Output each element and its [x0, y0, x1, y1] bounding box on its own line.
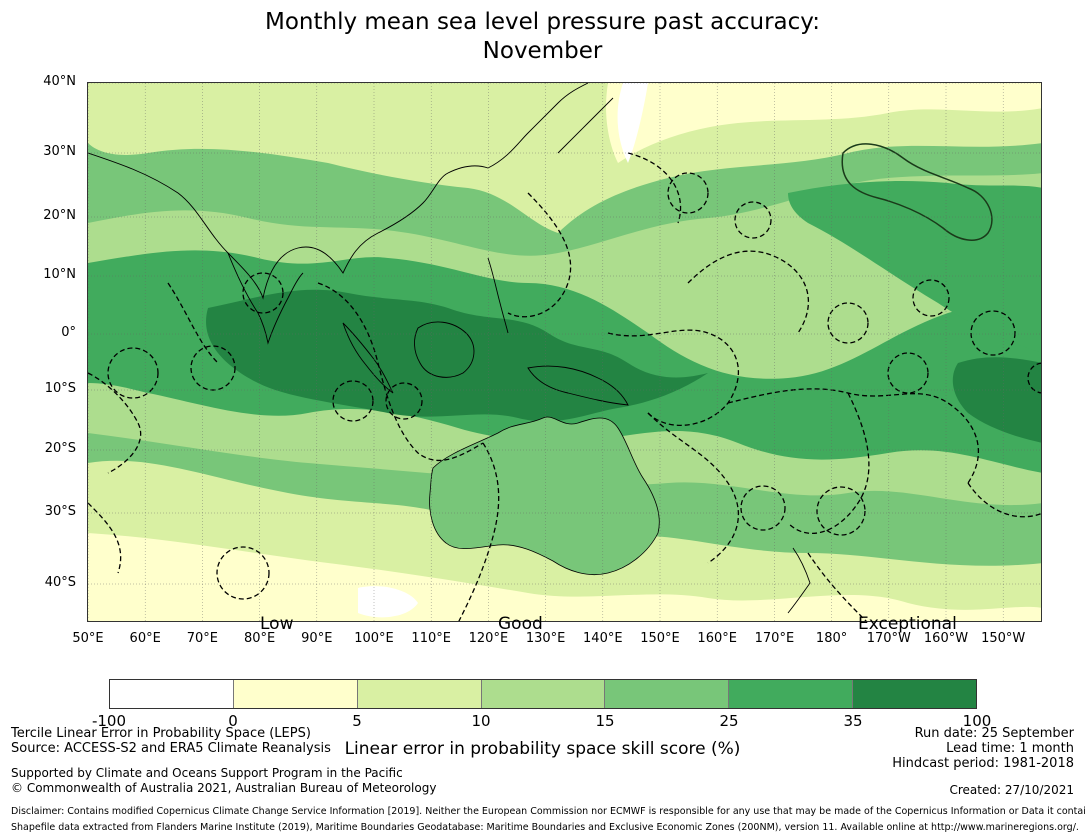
band-label-low: Low	[260, 614, 294, 634]
longitude-label: 100°E	[354, 631, 394, 646]
footer-created: Created: 27/10/2021	[949, 783, 1074, 797]
india-coastline	[227, 252, 304, 345]
hawaii-eez-outline	[841, 143, 993, 241]
skill-region-very-low-north	[606, 83, 1041, 163]
colorbar-segment	[110, 680, 233, 708]
latitude-label: 30°S	[44, 504, 76, 519]
latitude-label: 0°	[61, 325, 76, 340]
latitude-label: 10°S	[44, 381, 76, 396]
footer-support: Supported by Climate and Oceans Support …	[11, 766, 403, 780]
latitude-label: 40°S	[44, 575, 76, 590]
philippines-islands	[487, 257, 509, 334]
longitude-label: 120°E	[468, 631, 509, 646]
footer-disclaimer: Disclaimer: Contains modified Copernicus…	[11, 806, 1085, 817]
footer-shapefile: Shapefile data extracted from Flanders M…	[11, 822, 1079, 833]
colorbar-segment	[604, 680, 729, 708]
longitude-label: 160°W	[923, 631, 969, 646]
longitude-label: 150°E	[640, 631, 680, 646]
longitude-label: 130°E	[525, 631, 566, 646]
japan-islands	[557, 97, 614, 154]
colorbar-segment	[480, 680, 605, 708]
latitude-label: 20°N	[43, 208, 76, 223]
colorbar-segment	[356, 680, 481, 708]
longitude-label: 110°E	[411, 631, 451, 646]
colorbar-tick-label: 0	[228, 712, 238, 730]
longitude-label: 170°E	[754, 631, 795, 646]
footer-method: Tercile Linear Error in Probability Spac…	[11, 726, 311, 741]
band-label-good: Good	[498, 614, 543, 634]
skill-region-no-skill-ne	[617, 83, 648, 163]
new-guinea-island	[527, 365, 629, 406]
colorbar-tick-label: -100	[91, 712, 127, 730]
title-line-1: Monthly mean sea level pressure past acc…	[265, 9, 820, 35]
longitude-label: 70°E	[186, 631, 219, 646]
map-graticule	[88, 83, 1041, 621]
new-zealand-islands	[787, 547, 811, 614]
colorbar-tick-label: 25	[719, 712, 739, 730]
asia-coastline	[88, 83, 589, 300]
colorbar-tick-label: 15	[595, 712, 615, 730]
footer-run-date: Run date: 25 September	[914, 726, 1074, 741]
colorbar-segment	[232, 680, 357, 708]
skill-region-exceptional-east	[952, 357, 1041, 443]
latitude-label: 40°N	[43, 74, 76, 89]
footer-lead-time: Lead time: 1 month	[946, 741, 1074, 756]
latitude-label: 20°S	[44, 441, 76, 456]
page-title: Monthly mean sea level pressure past acc…	[0, 8, 1085, 66]
longitude-label: 60°E	[129, 631, 161, 646]
footer-hindcast: Hindcast period: 1981-2018	[892, 756, 1074, 771]
skill-region-exceptional-ne	[788, 181, 1041, 353]
skill-map-canvas	[88, 83, 1041, 621]
longitude-label: 50°E	[72, 631, 104, 646]
skill-region-no-skill-sw	[358, 586, 418, 618]
sumatra-island	[342, 322, 394, 394]
latitude-label: 10°N	[43, 267, 76, 282]
skill-region-low-north	[88, 83, 1041, 233]
maritime-boundaries	[88, 152, 1041, 621]
colorbar-tick-label: 100	[962, 712, 992, 730]
colorbar-tick-label: 35	[843, 712, 863, 730]
longitude-label: 90°E	[301, 631, 333, 646]
colorbar-label: Linear error in probability space skill …	[344, 739, 741, 759]
colorbar-segment	[852, 680, 977, 708]
borneo-island	[414, 321, 475, 378]
longitude-label: 150°W	[981, 631, 1026, 646]
footer-copyright: © Commonwealth of Australia 2021, Austra…	[11, 781, 437, 795]
longitude-label: 160°E	[697, 631, 737, 646]
footer-source: Source: ACCESS-S2 and ERA5 Climate Reana…	[11, 741, 331, 756]
skill-map	[87, 82, 1042, 622]
band-label-exceptional: Exceptional	[858, 614, 957, 634]
colorbar-segment	[728, 680, 853, 708]
longitude-label: 80°E	[243, 631, 276, 646]
skill-region-exceptional	[206, 289, 708, 422]
colorbar	[109, 679, 977, 709]
longitude-label: 170°W	[866, 631, 911, 646]
longitude-label: 180°	[815, 631, 848, 646]
latitude-label: 30°N	[43, 144, 76, 159]
colorbar-tick-label: 5	[352, 712, 362, 730]
australia-landmass	[429, 416, 660, 576]
skill-region-very-low-south	[88, 533, 1041, 621]
title-line-2: November	[482, 38, 603, 64]
longitude-label: 140°E	[583, 631, 623, 646]
colorbar-tick-label: 10	[471, 712, 491, 730]
